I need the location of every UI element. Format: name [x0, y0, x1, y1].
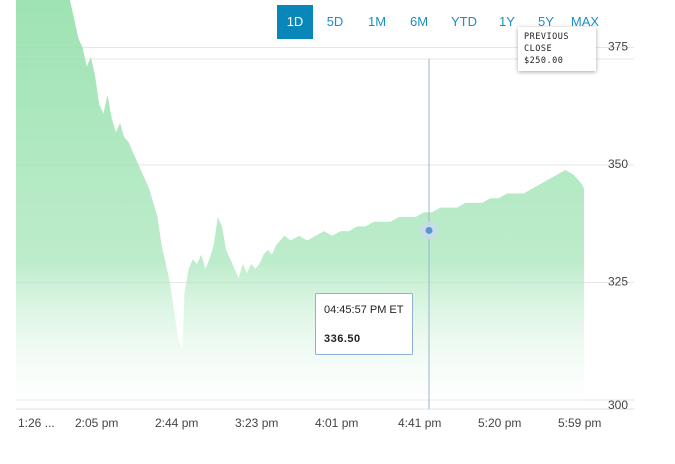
y-axis-labels: 300325350375400425 — [608, 40, 628, 413]
tooltip-price: 336.50 — [324, 333, 361, 345]
previous-close-value: $250.00 — [524, 56, 564, 66]
range-1d-button[interactable]: 1D — [277, 5, 313, 39]
x-tick-label: 1:26 ... — [18, 416, 55, 430]
x-tick-label: 5:20 pm — [478, 416, 521, 430]
range-5y-button[interactable]: 5Y — [538, 14, 554, 29]
cursor-dot — [425, 226, 433, 234]
range-max-button[interactable]: MAX — [570, 14, 600, 29]
x-tick-label: 4:41 pm — [398, 416, 441, 430]
price-area — [16, 0, 584, 409]
y-tick-label: 300 — [608, 398, 628, 412]
y-tick-label: 325 — [608, 275, 628, 289]
range-ytd-button[interactable]: YTD — [451, 14, 477, 29]
x-tick-label: 5:59 pm — [558, 416, 601, 430]
x-tick-label: 3:23 pm — [235, 416, 278, 430]
range-5d-button[interactable]: 5D — [326, 14, 344, 29]
y-tick-label: 375 — [608, 40, 628, 54]
time-range-selector: 1D 5D 1M 6M YTD 1Y 5Y MAX — [277, 5, 605, 39]
x-tick-label: 2:44 pm — [155, 416, 198, 430]
previous-close-line1: PREVIOUS — [524, 32, 569, 42]
previous-close-label: PREVIOUS CLOSE $250.00 — [518, 27, 596, 71]
tooltip-time: 04:45:57 PM ET — [324, 304, 404, 316]
price-tooltip: 04:45:57 PM ET 336.50 — [315, 293, 413, 355]
range-1m-button[interactable]: 1M — [367, 14, 387, 29]
x-axis-labels: 1:26 ... 2:05 pm 2:44 pm 3:23 pm 4:01 pm 4:41… — [18, 416, 601, 430]
y-tick-label: 350 — [608, 157, 628, 171]
range-1y-button[interactable]: 1Y — [499, 14, 515, 29]
x-tick-label: 4:01 pm — [315, 416, 358, 430]
range-6m-button[interactable]: 6M — [409, 14, 429, 29]
x-tick-label: 2:05 pm — [75, 416, 118, 430]
previous-close-line2: CLOSE — [524, 44, 553, 54]
